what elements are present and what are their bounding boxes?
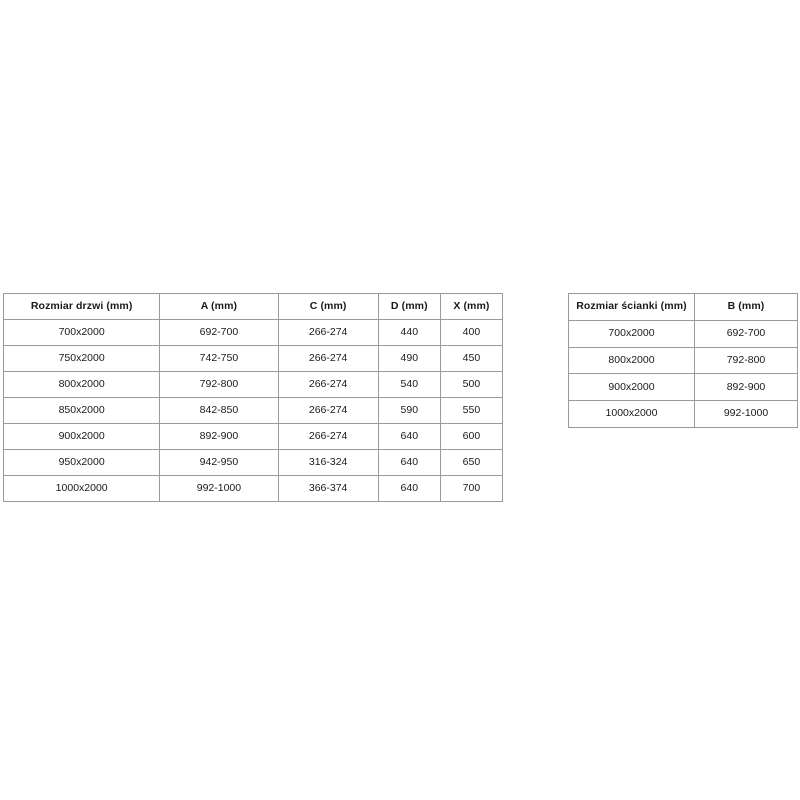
cell-c: 266-274	[277, 319, 379, 346]
cell-b: 892-900	[694, 373, 798, 402]
table-row: 900x2000 892-900	[568, 373, 798, 402]
cell-d: 490	[377, 345, 441, 372]
cell-d: 640	[377, 449, 441, 476]
cell-x: 400	[439, 319, 504, 346]
table-row: 800x2000 792-800	[568, 346, 798, 375]
table-row: 700x2000 692-700	[568, 319, 798, 348]
cell-a: 742-750	[159, 345, 279, 372]
cell-a: 892-900	[159, 423, 279, 450]
wall-panel-dimensions-table: Rozmiar ścianki (mm) B (mm) 700x2000 692…	[568, 293, 798, 428]
cell-door-size: 700x2000	[2, 319, 161, 346]
cell-c: 316-324	[277, 449, 379, 476]
cell-x: 650	[439, 449, 504, 476]
cell-d: 640	[377, 423, 441, 450]
cell-x: 600	[439, 423, 504, 450]
cell-door-size: 750x2000	[2, 345, 161, 372]
cell-a: 942-950	[159, 449, 279, 476]
table-row: 900x2000 892-900 266-274 640 600	[2, 423, 504, 450]
door-dimensions-table: Rozmiar drzwi (mm) A (mm) C (mm) D (mm) …	[2, 293, 504, 502]
wall-table-body: 700x2000 692-700 800x2000 792-800 900x20…	[568, 319, 798, 428]
cell-c: 266-274	[277, 423, 379, 450]
cell-d: 440	[377, 319, 441, 346]
cell-d: 590	[377, 397, 441, 424]
column-header-c: C (mm)	[277, 293, 379, 320]
table-row: 800x2000 792-800 266-274 540 500	[2, 371, 504, 398]
cell-b: 692-700	[694, 319, 798, 348]
table-header-row: Rozmiar drzwi (mm) A (mm) C (mm) D (mm) …	[2, 293, 504, 320]
cell-door-size: 1000x2000	[2, 475, 161, 502]
column-header-b: B (mm)	[694, 293, 798, 321]
cell-a: 842-850	[159, 397, 279, 424]
cell-a: 792-800	[159, 371, 279, 398]
cell-a: 692-700	[159, 319, 279, 346]
cell-b: 992-1000	[694, 400, 798, 428]
door-table-header: Rozmiar drzwi (mm) A (mm) C (mm) D (mm) …	[2, 293, 504, 320]
cell-b: 792-800	[694, 346, 798, 375]
cell-c: 266-274	[277, 345, 379, 372]
wall-table-header: Rozmiar ścianki (mm) B (mm)	[568, 293, 798, 321]
table-row: 950x2000 942-950 316-324 640 650	[2, 449, 504, 476]
cell-x: 450	[439, 345, 504, 372]
cell-a: 992-1000	[159, 475, 279, 502]
cell-d: 640	[377, 475, 441, 502]
cell-x: 550	[439, 397, 504, 424]
table-row: 750x2000 742-750 266-274 490 450	[2, 345, 504, 372]
column-header-a: A (mm)	[159, 293, 279, 320]
cell-c: 266-274	[277, 397, 379, 424]
table-row: 850x2000 842-850 266-274 590 550	[2, 397, 504, 424]
cell-door-size: 900x2000	[2, 423, 161, 450]
table-row: 700x2000 692-700 266-274 440 400	[2, 319, 504, 346]
cell-wall-size: 1000x2000	[568, 400, 695, 428]
cell-door-size: 800x2000	[2, 371, 161, 398]
cell-wall-size: 800x2000	[568, 346, 695, 375]
cell-x: 700	[439, 475, 504, 502]
table-row: 1000x2000 992-1000 366-374 640 700	[2, 475, 504, 502]
column-header-d: D (mm)	[377, 293, 441, 320]
cell-wall-size: 900x2000	[568, 373, 695, 402]
column-header-wall-size: Rozmiar ścianki (mm)	[568, 293, 695, 321]
column-header-x: X (mm)	[439, 293, 504, 320]
cell-door-size: 950x2000	[2, 449, 161, 476]
column-header-door-size: Rozmiar drzwi (mm)	[2, 293, 161, 320]
cell-wall-size: 700x2000	[568, 319, 695, 348]
table-header-row: Rozmiar ścianki (mm) B (mm)	[568, 293, 798, 321]
cell-d: 540	[377, 371, 441, 398]
cell-c: 266-274	[277, 371, 379, 398]
cell-door-size: 850x2000	[2, 397, 161, 424]
cell-c: 366-374	[277, 475, 379, 502]
cell-x: 500	[439, 371, 504, 398]
table-row: 1000x2000 992-1000	[568, 400, 798, 428]
door-table-body: 700x2000 692-700 266-274 440 400 750x200…	[2, 319, 504, 502]
